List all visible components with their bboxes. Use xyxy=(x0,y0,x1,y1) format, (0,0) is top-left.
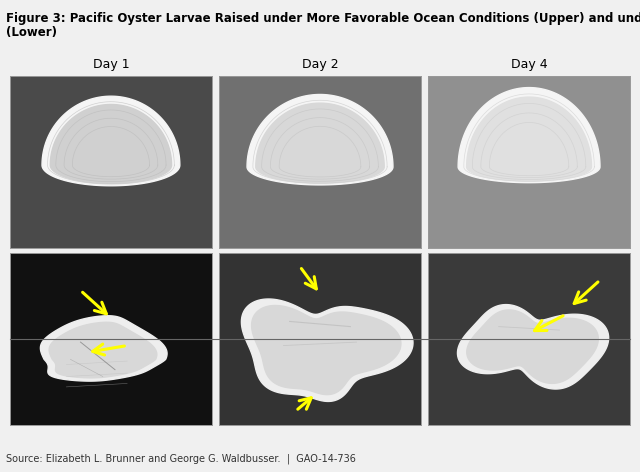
Text: Figure 3: Pacific Oyster Larvae Raised under More Favorable Ocean Conditions (Up: Figure 3: Pacific Oyster Larvae Raised u… xyxy=(6,12,640,25)
Text: Source: Elizabeth L. Brunner and George G. Waldbusser.  |  GAO-14-736: Source: Elizabeth L. Brunner and George … xyxy=(6,453,356,464)
Polygon shape xyxy=(256,103,384,183)
Polygon shape xyxy=(458,88,600,183)
Polygon shape xyxy=(40,316,167,381)
Polygon shape xyxy=(252,305,401,395)
Text: Day 1: Day 1 xyxy=(93,58,129,71)
Polygon shape xyxy=(467,97,591,181)
Polygon shape xyxy=(241,299,413,401)
Text: Day 2: Day 2 xyxy=(301,58,339,71)
Polygon shape xyxy=(467,310,598,383)
Text: Day 4: Day 4 xyxy=(511,58,547,71)
Polygon shape xyxy=(49,322,157,378)
Polygon shape xyxy=(247,94,393,185)
Polygon shape xyxy=(51,104,172,183)
Polygon shape xyxy=(42,96,180,186)
Polygon shape xyxy=(458,304,609,389)
Text: (Lower): (Lower) xyxy=(6,26,58,39)
